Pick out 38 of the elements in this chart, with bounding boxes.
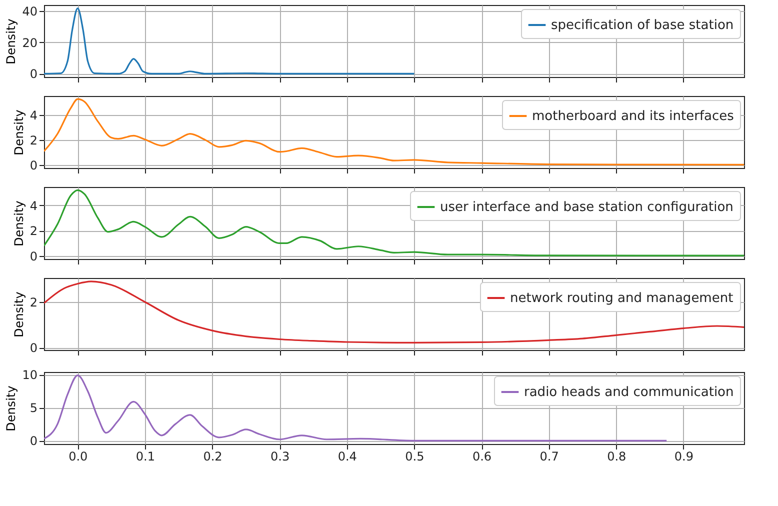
y-tick-label: 0 [30, 341, 38, 356]
line-series [44, 280, 744, 344]
y-tick-label: 2 [30, 224, 38, 238]
y-tick-label: 4 [30, 198, 38, 213]
line-series [44, 189, 744, 256]
y-tick-label: 10 [22, 368, 38, 382]
y-axis-title: Density [4, 18, 18, 64]
y-tick-label: 5 [30, 401, 38, 416]
y-tick-label: 0 [30, 158, 38, 172]
x-tick-label: 0.3 [270, 450, 290, 464]
x-tick-label: 0.8 [607, 450, 626, 464]
line-series [44, 98, 744, 166]
legend-label: motherboard and its interfaces [532, 109, 734, 124]
legend-label: network routing and management [510, 291, 734, 306]
y-axis-title: Density [12, 110, 26, 156]
x-tick-label: 0.4 [338, 450, 357, 464]
y-tick-label: 20 [22, 36, 38, 50]
y-tick-label: 4 [30, 108, 38, 123]
x-tick-label: 0.1 [136, 450, 156, 464]
y-tick-label: 0 [30, 434, 38, 448]
legend-label: user interface and base station configuration [440, 200, 734, 215]
legend-label: specification of base station [551, 18, 734, 33]
y-tick-label: 40 [22, 4, 38, 19]
line-series [44, 7, 415, 75]
x-tick-label: 0.9 [674, 450, 694, 464]
y-tick-label: 0 [30, 249, 38, 264]
legend-label: radio heads and communication [524, 385, 734, 400]
y-tick-label: 0 [30, 67, 38, 82]
y-tick-label: 2 [30, 134, 38, 148]
x-tick-label: 0.5 [405, 450, 424, 464]
x-tick-label: 0.2 [203, 450, 222, 464]
y-axis-title: Density [12, 292, 26, 338]
y-axis-title: Density [12, 200, 26, 246]
x-tick-label: 0.7 [540, 450, 559, 464]
x-tick-label: 0.6 [472, 450, 492, 464]
y-axis-title: Density [4, 386, 18, 432]
y-tick-label: 2 [30, 296, 38, 310]
x-tick-label: 0.0 [68, 450, 88, 464]
